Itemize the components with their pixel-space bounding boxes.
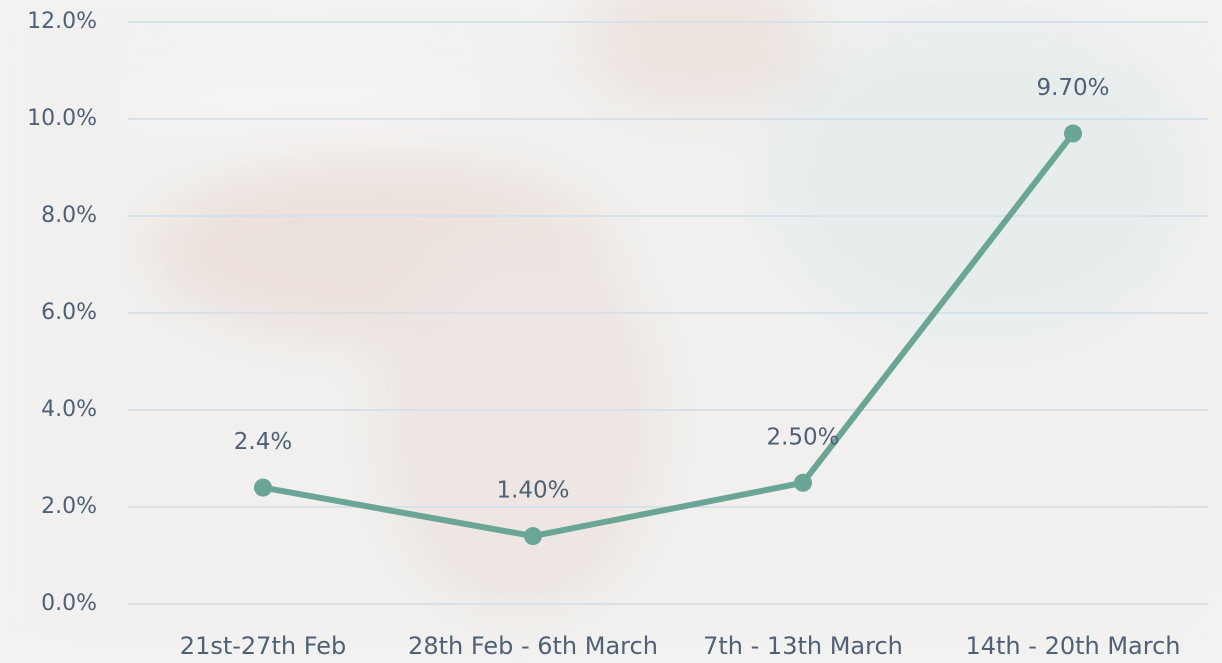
marker — [1064, 125, 1082, 143]
y-tick-label: 0.0% — [41, 591, 97, 616]
y-tick-label: 2.0% — [41, 494, 97, 519]
chart: 0.0% 2.0% 4.0% 6.0% 8.0% 10.0% 12.0% 21st-27th … — [0, 0, 1222, 663]
x-tick-label: 28th Feb - 6th March — [408, 632, 658, 660]
data-label: 2.50% — [766, 424, 839, 450]
y-tick-label: 4.0% — [41, 397, 97, 422]
data-label: 2.4% — [234, 429, 292, 455]
y-tick-label: 8.0% — [41, 203, 97, 228]
x-tick-label: 7th - 13th March — [703, 632, 903, 660]
x-tick-label: 21st-27th Feb — [180, 632, 346, 660]
y-tick-label: 12.0% — [27, 9, 97, 34]
marker — [254, 479, 272, 497]
y-tick-label: 10.0% — [27, 106, 97, 131]
y-tick-label: 6.0% — [41, 300, 97, 325]
x-tick-label: 14th - 20th March — [965, 632, 1180, 660]
marker — [524, 527, 542, 545]
marker — [794, 474, 812, 492]
data-label: 1.40% — [496, 478, 569, 504]
data-label: 9.70% — [1036, 75, 1109, 101]
page: {"chart_data": {"type": "line", "categor… — [0, 0, 1222, 663]
